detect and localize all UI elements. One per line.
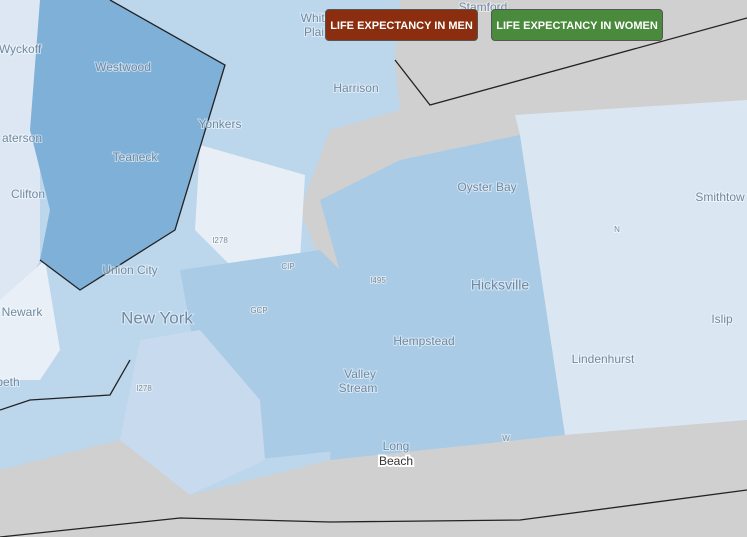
men-button[interactable]: LIFE EXPECTANCY IN MEN (325, 9, 478, 41)
region (320, 135, 565, 460)
road-label: GCP (250, 306, 267, 315)
place-label: Harrison (333, 81, 378, 95)
place-label: Lindenhurst (572, 352, 635, 366)
region (30, 0, 225, 290)
boundary (0, 489, 747, 537)
road-label: N (614, 225, 620, 234)
road-label: I278 (212, 236, 228, 245)
region (0, 0, 40, 300)
place-label: Oyster Bay (457, 180, 516, 194)
place-label: Union City (102, 263, 157, 277)
place-label: Smithtow (695, 190, 745, 204)
place-label: Newark (2, 305, 44, 319)
road-label: I278 (136, 384, 152, 393)
women-button[interactable]: LIFE EXPECTANCY IN WOMEN (491, 9, 663, 41)
place-label: Hempstead (393, 334, 454, 348)
road-label: CIP (281, 262, 294, 271)
road-label: I495 (370, 276, 386, 285)
place-label: Valley (344, 367, 376, 381)
place-label: Clifton (11, 187, 45, 201)
place-label: New York (121, 308, 193, 327)
region (0, 260, 60, 380)
place-label: Islip (711, 312, 733, 326)
boundary (394, 17, 747, 106)
place-label: Wyckoff (0, 42, 42, 56)
water (0, 420, 747, 537)
region (515, 100, 747, 435)
boundary (39, 0, 226, 291)
place-label: White (301, 11, 332, 25)
place-label: Long (383, 439, 410, 453)
place-label: Plai (304, 25, 324, 39)
place-label: aterson (2, 131, 42, 145)
boundary (0, 359, 131, 411)
place-label: Teaneck (113, 150, 159, 164)
place-label: Beach (379, 454, 413, 468)
region (195, 145, 305, 265)
place-label: beth (0, 375, 20, 389)
place-label: Hicksville (471, 277, 530, 293)
place-label: Stream (339, 381, 378, 395)
place-label: Yonkers (199, 117, 242, 131)
road-label: W (502, 434, 510, 443)
region (120, 330, 265, 495)
place-label: Westwood (95, 60, 151, 74)
